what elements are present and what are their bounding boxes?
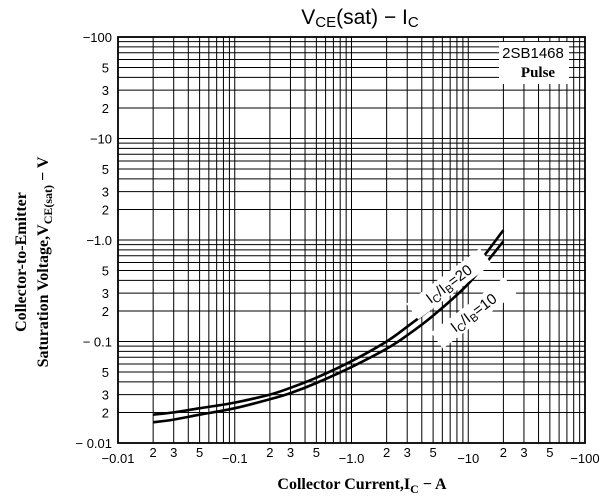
x-major-tick-label: −0.1	[222, 451, 248, 466]
y-major-tick-label: −1.0	[86, 233, 112, 248]
y-major-tick-label: −100	[83, 30, 112, 45]
y-minor-tick-label: 3	[102, 185, 109, 200]
x-major-tick-label: −1.0	[339, 451, 365, 466]
x-minor-tick-label: 3	[170, 445, 177, 460]
y-axis-label-line2: Saturation Voltage,VCE(sat) − V	[35, 156, 55, 367]
x-minor-tick-label: 2	[150, 445, 157, 460]
x-axis-label: Collector Current,IC − A	[277, 476, 447, 496]
pulse-label: Pulse	[521, 65, 556, 81]
y-minor-tick-label: 2	[102, 304, 109, 319]
y-minor-tick-label: 2	[102, 405, 109, 420]
part-number-label: 2SB1468	[502, 45, 564, 62]
x-major-tick-label: −10	[457, 451, 479, 466]
x-minor-tick-label: 3	[520, 445, 527, 460]
x-minor-tick-label: 2	[266, 445, 273, 460]
x-minor-tick-label: 3	[287, 445, 294, 460]
y-major-tick-label: −10	[90, 132, 112, 147]
y-axis-label-line1: Collector-to-Emitter	[13, 192, 30, 332]
x-minor-tick-label: 2	[500, 445, 507, 460]
y-major-tick-label: − 0.1	[83, 335, 112, 350]
y-minor-tick-label: 5	[102, 365, 109, 380]
x-minor-tick-label: 2	[383, 445, 390, 460]
y-major-tick-label: − 0.01	[75, 436, 112, 451]
chart-title: VCE(sat) − IC	[301, 6, 419, 31]
y-minor-tick-label: 2	[102, 202, 109, 217]
x-major-tick-label: −0.01	[102, 451, 135, 466]
y-minor-tick-label: 5	[102, 264, 109, 279]
y-minor-tick-label: 3	[102, 388, 109, 403]
y-minor-tick-label: 3	[102, 286, 109, 301]
y-minor-tick-label: 2	[102, 101, 109, 116]
x-minor-tick-label: 5	[429, 445, 436, 460]
grid	[118, 37, 585, 443]
y-minor-tick-label: 3	[102, 83, 109, 98]
x-minor-tick-label: 3	[404, 445, 411, 460]
x-minor-tick-label: 5	[546, 445, 553, 460]
series-line-ic-ib-10	[152, 240, 505, 424]
part-number-box	[499, 42, 569, 84]
y-minor-tick-label: 5	[102, 162, 109, 177]
plot-frame	[117, 36, 586, 444]
x-major-tick-label: −100	[570, 451, 599, 466]
y-minor-tick-label: 5	[102, 61, 109, 76]
x-minor-tick-label: 5	[196, 445, 203, 460]
x-minor-tick-label: 5	[313, 445, 320, 460]
